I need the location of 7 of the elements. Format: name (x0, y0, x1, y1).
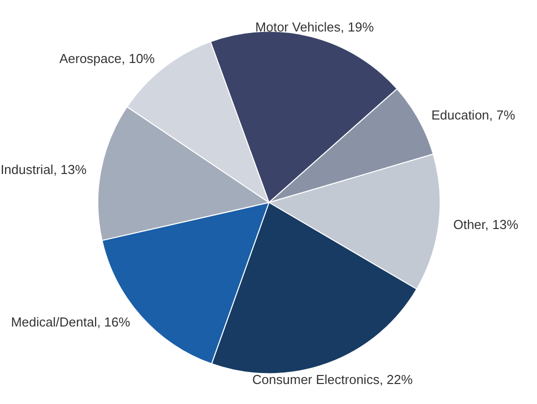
slice-label: Medical/Dental, 16% (10, 314, 131, 330)
slice-label: Aerospace, 10% (59, 51, 156, 66)
slice-label: Other, 13% (453, 216, 519, 232)
slice-label: Industrial, 13% (0, 162, 87, 177)
slice-label: Motor Vehicles, 19% (255, 20, 374, 35)
slice-label: Consumer Electronics, 22% (252, 372, 414, 387)
slice-label: Education, 7% (431, 108, 516, 123)
